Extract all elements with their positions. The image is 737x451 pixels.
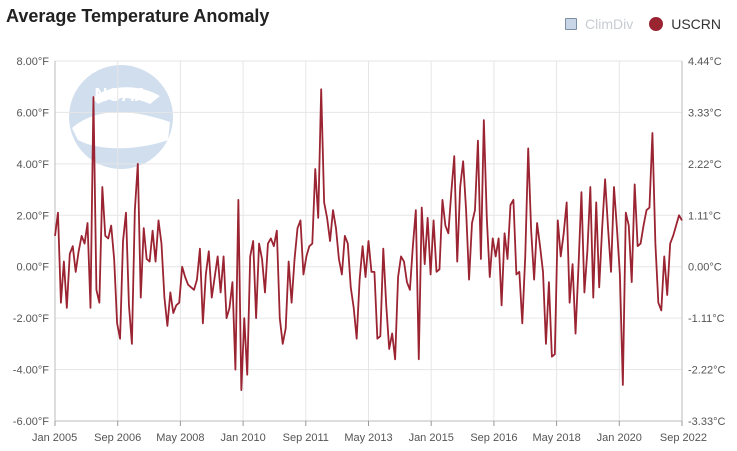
x-tick-label: Sep 2006 <box>94 432 141 444</box>
x-tick-label: Jan 2015 <box>409 432 454 444</box>
y-axis-ticks: -6.00°F -4.00°F -2.00°F 0.00°F 2.00°F 4.00°F 6… <box>13 56 49 428</box>
x-axis-ticks: Jan 2005 Sep 2006 May 2008 Jan 2010 Sep 2011… <box>32 421 707 444</box>
x-tick-label: Sep 2022 <box>660 432 707 444</box>
climdiv-swatch-icon <box>565 18 577 30</box>
y2-tick-label: 1.11°C <box>688 210 721 222</box>
y-tick-label: -4.00°F <box>13 365 49 377</box>
x-tick-label: Jan 2005 <box>32 432 77 444</box>
legend-label-climdiv: ClimDiv <box>585 16 634 32</box>
series-line-uscrn[interactable] <box>54 88 683 392</box>
y2-tick-label: 3.33°C <box>688 107 722 119</box>
y2-tick-label: -3.33°C <box>688 416 725 428</box>
x-tick-label: Jan 2010 <box>220 432 265 444</box>
y2-tick-label: -2.22°C <box>688 365 725 377</box>
uscrn-swatch-icon <box>649 17 664 31</box>
series-group <box>54 88 683 392</box>
y2-tick-label: 0.00°C <box>688 262 722 274</box>
y-tick-label: -6.00°F <box>13 416 49 428</box>
y2-tick-label: -1.11°C <box>688 313 725 325</box>
x-tick-label: May 2018 <box>532 432 580 444</box>
y2-axis-ticks: -3.33°C -2.22°C -1.11°C 0.00°C 1.11°C 2.22°C 3… <box>688 56 725 428</box>
x-tick-label: Sep 2016 <box>470 432 517 444</box>
legend-item-climdiv[interactable]: ClimDiv <box>565 16 633 32</box>
y-tick-label: -2.00°F <box>13 313 49 325</box>
legend-label-uscrn: USCRN <box>671 16 721 32</box>
x-tick-label: May 2013 <box>344 432 392 444</box>
y-tick-label: 8.00°F <box>16 56 49 68</box>
svg-text:NOAA: NOAA <box>95 85 148 105</box>
chart-title: Average Temperature Anomaly <box>6 6 270 26</box>
chart-legend: ClimDiv USCRN <box>565 16 721 32</box>
x-tick-label: Sep 2011 <box>283 432 329 444</box>
grid <box>55 60 682 422</box>
y-tick-label: 6.00°F <box>16 107 49 119</box>
noaa-logo-icon: NOAA <box>69 65 173 169</box>
y-tick-label: 0.00°F <box>16 262 49 274</box>
y2-tick-label: 4.44°C <box>688 56 722 68</box>
legend-item-uscrn[interactable]: USCRN <box>649 16 721 32</box>
x-tick-label: May 2008 <box>156 432 204 444</box>
y-tick-label: 4.00°F <box>16 159 49 171</box>
x-tick-label: Jan 2020 <box>597 432 642 444</box>
y2-tick-label: 2.22°C <box>688 159 722 171</box>
y-tick-label: 2.00°F <box>16 210 49 222</box>
